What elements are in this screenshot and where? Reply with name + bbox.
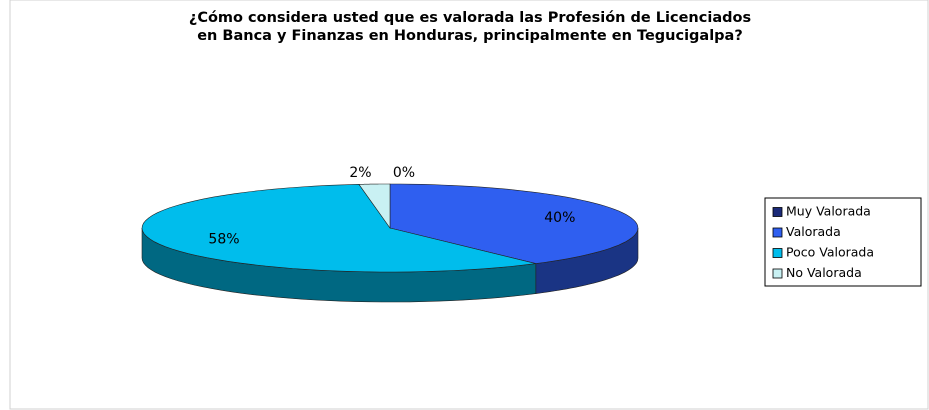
data-label: 2% bbox=[349, 165, 371, 181]
legend-box bbox=[764, 197, 922, 287]
legend-swatch bbox=[772, 268, 783, 279]
chart-title: en Banca y Finanzas en Honduras, princip… bbox=[197, 28, 743, 44]
frame bbox=[9, 0, 929, 410]
legend-label: No Valorada bbox=[786, 265, 862, 280]
chart-title: ¿Cómo considera usted que es valorada la… bbox=[189, 10, 751, 26]
data-label: 0% bbox=[393, 165, 415, 181]
legend-label: Valorada bbox=[786, 224, 841, 239]
data-label: 40% bbox=[544, 210, 575, 226]
slice bbox=[358, 183, 391, 229]
legend-label: Muy Valorada bbox=[786, 204, 871, 219]
slice bbox=[141, 183, 536, 273]
legend-swatch bbox=[772, 248, 783, 258]
legend-swatch bbox=[772, 227, 783, 238]
legend-label: Poco Valorada bbox=[786, 245, 874, 260]
data-label: 58% bbox=[208, 232, 239, 248]
legend-swatch bbox=[772, 207, 783, 217]
slice bbox=[389, 183, 639, 264]
